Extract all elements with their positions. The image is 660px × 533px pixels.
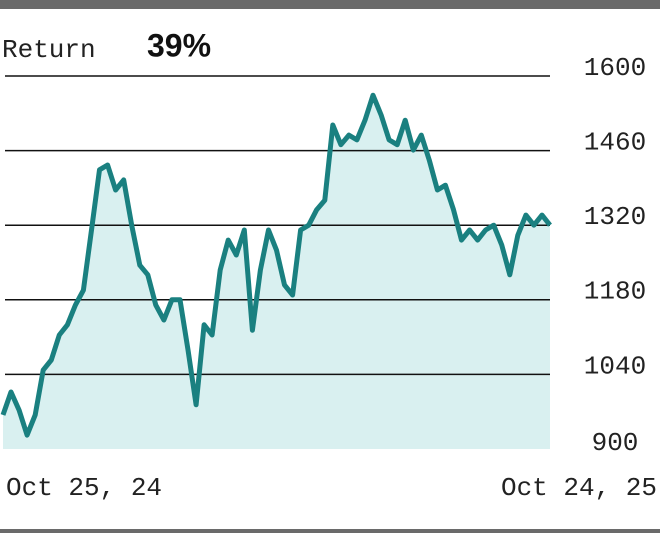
return-value: 39% xyxy=(147,27,211,63)
y-tick-label: 1460 xyxy=(584,127,646,157)
chart-title: Return xyxy=(2,35,96,65)
y-tick-label: 1180 xyxy=(584,277,646,307)
plot xyxy=(0,75,552,449)
y-tick-label: 900 xyxy=(592,428,639,458)
area-fill xyxy=(3,95,550,449)
y-tick-label: 1320 xyxy=(584,202,646,232)
y-tick-label: 1600 xyxy=(584,53,646,83)
top-bar xyxy=(0,0,660,9)
x-tick-label: Oct 25, 24 xyxy=(6,473,162,503)
price-line xyxy=(0,92,552,438)
bottom-bar xyxy=(0,529,660,533)
x-tick-label: Oct 24, 25 xyxy=(501,473,657,503)
y-tick-label: 1040 xyxy=(584,351,646,381)
